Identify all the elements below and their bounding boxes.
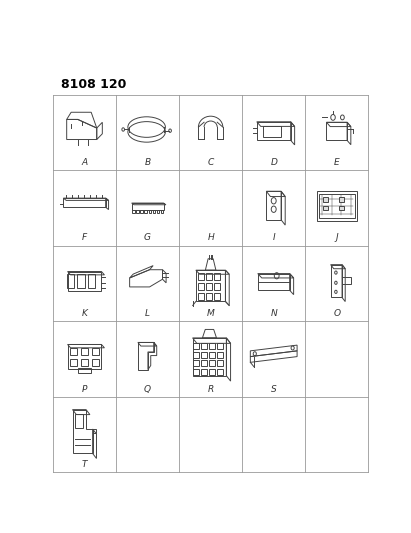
Bar [217, 360, 223, 366]
Bar [209, 369, 215, 375]
Bar [217, 369, 223, 375]
Text: H: H [207, 233, 214, 243]
Bar [199, 293, 204, 301]
Bar [199, 283, 204, 290]
Bar [92, 429, 97, 433]
Bar [132, 203, 164, 210]
Bar [339, 197, 344, 201]
Text: N: N [270, 309, 277, 318]
Bar [81, 359, 88, 366]
Text: O: O [333, 309, 340, 318]
Bar [152, 209, 155, 213]
Bar [141, 209, 143, 213]
Bar [215, 272, 220, 280]
Bar [217, 343, 223, 349]
Bar [88, 274, 95, 288]
Bar [81, 348, 88, 356]
Text: 8108 120: 8108 120 [61, 77, 126, 91]
Text: M: M [207, 309, 215, 318]
Bar [319, 193, 355, 218]
Bar [136, 209, 139, 213]
Text: J: J [335, 233, 338, 243]
Bar [257, 122, 291, 140]
Bar [70, 359, 77, 366]
Bar [201, 343, 207, 349]
Text: A: A [81, 158, 88, 167]
Bar [215, 283, 220, 290]
Bar [132, 209, 135, 213]
Bar [193, 338, 226, 376]
Bar [209, 360, 215, 366]
Bar [193, 352, 199, 358]
Bar [323, 197, 328, 201]
Text: I: I [272, 233, 275, 243]
Text: C: C [208, 158, 214, 167]
Bar [67, 271, 102, 291]
Bar [193, 369, 199, 375]
Bar [266, 191, 281, 220]
Text: L: L [145, 309, 150, 318]
Bar [199, 272, 204, 280]
Bar [78, 368, 92, 373]
Bar [326, 122, 347, 140]
Bar [145, 209, 147, 213]
Bar [75, 414, 83, 428]
Bar [206, 293, 212, 301]
Text: K: K [81, 309, 88, 318]
Bar [209, 343, 215, 349]
Text: B: B [145, 158, 151, 167]
Text: F: F [82, 233, 87, 243]
Bar [67, 344, 102, 369]
Text: D: D [270, 158, 277, 167]
Bar [206, 283, 212, 290]
Text: G: G [144, 233, 151, 243]
Bar [70, 348, 77, 356]
Bar [201, 360, 207, 366]
Bar [323, 206, 328, 210]
Bar [196, 270, 225, 302]
Text: E: E [334, 158, 339, 167]
Bar [161, 209, 163, 213]
Bar [63, 198, 106, 207]
Bar [206, 272, 212, 280]
Bar [317, 191, 357, 221]
Text: P: P [82, 384, 87, 393]
Text: R: R [208, 384, 214, 393]
Bar [77, 274, 85, 288]
Bar [201, 352, 207, 358]
Bar [209, 352, 215, 358]
Bar [339, 206, 344, 210]
Bar [330, 265, 342, 297]
Bar [193, 343, 199, 349]
Bar [92, 359, 99, 366]
Bar [258, 273, 290, 290]
Bar [201, 369, 207, 375]
Bar [67, 274, 74, 288]
Bar [217, 352, 223, 358]
Bar [215, 293, 220, 301]
Bar [193, 360, 199, 366]
Text: Q: Q [144, 384, 151, 393]
Bar [148, 209, 151, 213]
Text: S: S [271, 384, 277, 393]
Bar [92, 348, 99, 356]
Bar [157, 209, 159, 213]
Text: T: T [82, 460, 87, 469]
Bar [263, 126, 281, 137]
